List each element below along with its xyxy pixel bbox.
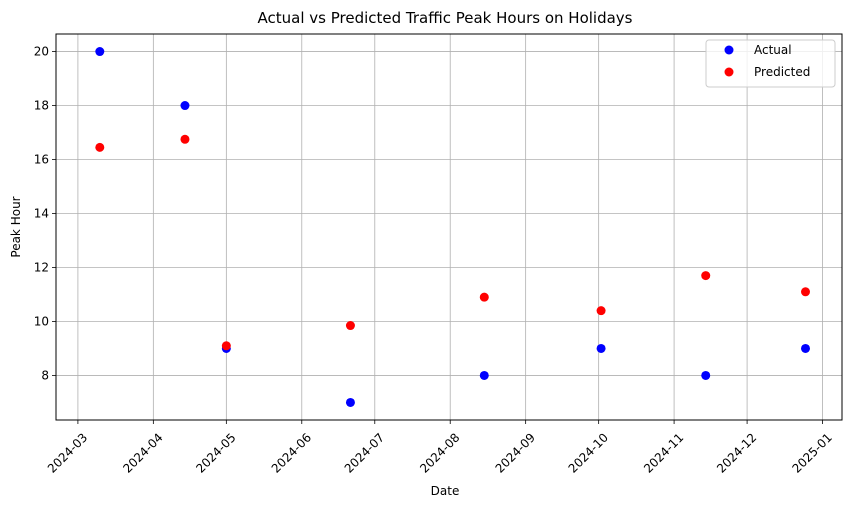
- x-tick-label: 2024-12: [714, 430, 759, 475]
- legend-marker-predicted: [724, 67, 734, 77]
- y-axis-label: Peak Hour: [9, 196, 23, 257]
- legend: Actual Predicted: [705, 39, 836, 88]
- actual-point: [345, 397, 355, 407]
- y-tick-label: 10: [34, 314, 49, 328]
- x-axis-label: Date: [431, 484, 460, 498]
- y-tick-label: 16: [34, 153, 49, 167]
- x-tick-label: 2024-03: [45, 430, 90, 475]
- y-tick-label: 14: [34, 207, 49, 221]
- actual-point: [800, 343, 810, 353]
- legend-box: [705, 39, 836, 88]
- legend-label-predicted: Predicted: [754, 65, 810, 79]
- y-tick-label: 12: [34, 260, 49, 274]
- predicted-point: [95, 142, 105, 152]
- predicted-point: [596, 306, 606, 316]
- x-tick-label: 2024-06: [269, 430, 314, 475]
- x-tick-label: 2024-05: [193, 430, 238, 475]
- y-tick-label: 20: [34, 45, 49, 59]
- x-tick-label: 2024-04: [120, 430, 165, 475]
- actual-point: [596, 343, 606, 353]
- x-tick-label: 2024-08: [417, 430, 462, 475]
- predicted-point: [345, 321, 355, 331]
- grid-lines: [56, 34, 842, 420]
- y-tick-label: 8: [41, 368, 49, 382]
- predicted-point: [180, 134, 190, 144]
- data-points: [95, 47, 810, 407]
- actual-point: [180, 101, 190, 111]
- legend-marker-actual: [724, 45, 734, 55]
- x-tick-label: 2024-09: [493, 430, 538, 475]
- x-tick-label: 2024-11: [641, 430, 686, 475]
- x-tick-label: 2024-07: [342, 430, 387, 475]
- predicted-point: [701, 271, 711, 281]
- chart-title: Actual vs Predicted Traffic Peak Hours o…: [258, 9, 633, 27]
- legend-label-actual: Actual: [754, 43, 792, 57]
- x-tick-label: 2025-01: [790, 430, 835, 475]
- predicted-point: [800, 287, 810, 297]
- actual-point: [479, 370, 489, 380]
- predicted-point: [479, 292, 489, 302]
- predicted-point: [221, 341, 231, 351]
- y-tick-label: 18: [34, 99, 49, 113]
- x-axis-ticks: 2024-03 2024-04 2024-05 2024-06 2024-07 2024-…: [45, 420, 835, 476]
- y-axis-ticks: 8 10 12 14 16 18 20: [34, 45, 56, 382]
- actual-point: [95, 47, 105, 57]
- actual-point: [701, 370, 711, 380]
- x-tick-label: 2024-10: [566, 430, 611, 475]
- plot-area-frame: [55, 33, 843, 421]
